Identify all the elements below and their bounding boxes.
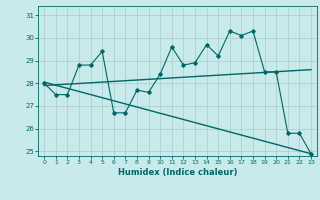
X-axis label: Humidex (Indice chaleur): Humidex (Indice chaleur) — [118, 168, 237, 177]
